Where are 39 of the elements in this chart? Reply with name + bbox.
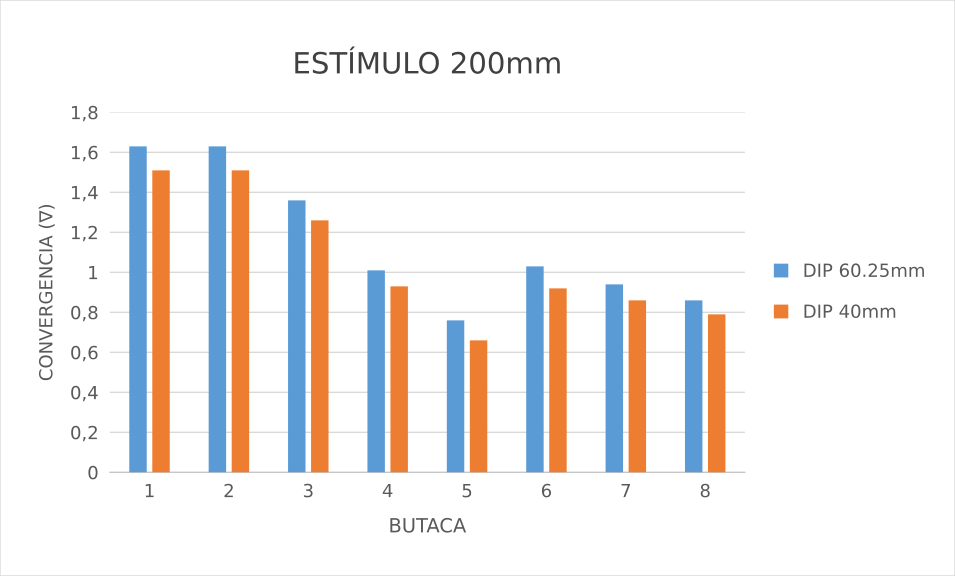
x-tick-label: 5 bbox=[462, 484, 472, 498]
x-axis-title: BUTACA bbox=[390, 518, 466, 533]
bar bbox=[549, 288, 567, 472]
y-tick-label: 1,8 bbox=[72, 106, 98, 122]
x-tick-label: 1 bbox=[146, 484, 154, 498]
bar bbox=[208, 146, 226, 472]
y-axis-title: CONVERGENCIA (∇) bbox=[38, 205, 55, 380]
bar bbox=[390, 286, 408, 472]
x-tick-label: 4 bbox=[382, 484, 392, 498]
y-tick-label: 0,2 bbox=[71, 426, 97, 442]
bar bbox=[129, 146, 147, 472]
x-tick-label: 7 bbox=[622, 484, 630, 498]
y-tick-label: 0,8 bbox=[71, 306, 98, 322]
x-tick-label: 6 bbox=[542, 484, 552, 498]
bar bbox=[446, 320, 464, 472]
bar bbox=[367, 270, 385, 472]
y-tick-label: 1,2 bbox=[72, 226, 97, 242]
bar bbox=[628, 300, 646, 472]
y-tick-label: 1,6 bbox=[72, 146, 98, 162]
bar bbox=[470, 340, 488, 472]
y-tick-label: 0,6 bbox=[71, 346, 98, 362]
bar bbox=[288, 200, 306, 472]
bar bbox=[152, 170, 170, 472]
chart-title: ESTÍMULO 200mm bbox=[295, 46, 560, 74]
bar bbox=[684, 300, 702, 472]
bar bbox=[526, 266, 544, 472]
x-tick-label: 3 bbox=[304, 484, 313, 498]
y-tick-label: 0,4 bbox=[71, 386, 98, 402]
bar bbox=[708, 314, 726, 472]
legend-label: DIP 60.25mm bbox=[804, 263, 924, 278]
x-tick-label: 2 bbox=[224, 484, 233, 498]
bar bbox=[232, 170, 250, 472]
y-tick-label: 0 bbox=[88, 466, 98, 480]
bar bbox=[311, 220, 329, 472]
legend-label: DIP 40mm bbox=[804, 304, 896, 318]
y-tick-label: 1,4 bbox=[72, 186, 98, 202]
y-tick-label: 1 bbox=[89, 266, 98, 280]
x-tick-label: 8 bbox=[700, 484, 710, 498]
bar bbox=[606, 284, 624, 472]
